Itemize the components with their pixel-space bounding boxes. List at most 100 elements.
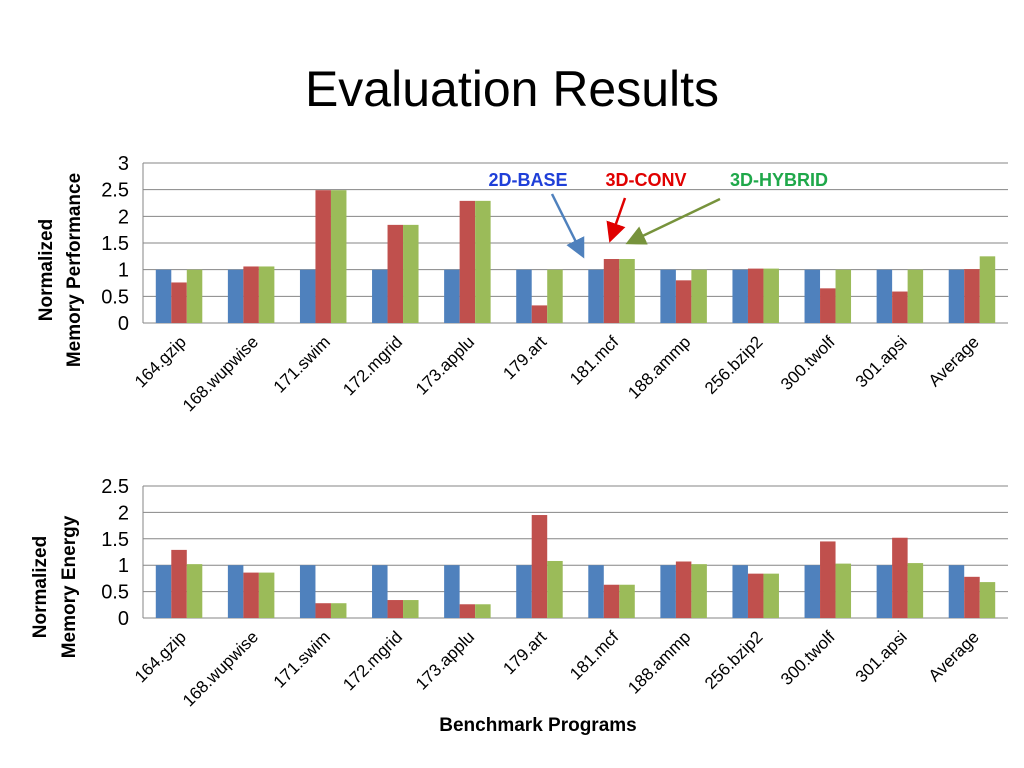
bar-3d-conv-181-mcf (603, 259, 620, 323)
bar-3d-hybrid-256-bzip2 (763, 573, 779, 618)
y-tick-label: 2.5 (101, 180, 129, 202)
bar-2d-base-300-twolf (804, 565, 821, 618)
x-category-label: 300.twolf (777, 332, 839, 394)
bar-3d-conv-173-applu (459, 604, 476, 618)
x-category-label: 188.ammp (624, 627, 694, 697)
bar-3d-hybrid-164-gzip (186, 269, 203, 323)
bar-3d-hybrid-172-mgrid (403, 224, 419, 323)
bar-3d-hybrid-181-mcf (619, 259, 635, 323)
y-tick-label: 2 (118, 502, 129, 524)
bar-3d-hybrid-188-ammp (691, 564, 707, 618)
bar-3d-hybrid-171-swim (330, 603, 347, 618)
bar-3d-conv-301-apsi (892, 291, 908, 323)
bar-3d-conv-300-twolf (820, 541, 836, 618)
bar-3d-conv-172-mgrid (387, 224, 404, 323)
bar-3d-conv-164-gzip (171, 282, 187, 323)
bar-2d-base-164-gzip (155, 269, 172, 323)
legend-label-3d-hybrid: 3D-HYBRID (730, 170, 828, 190)
bar-2d-base-172-mgrid (372, 269, 388, 323)
bar-3d-conv-256-bzip2 (747, 268, 764, 323)
x-category-label: 164.gzip (131, 627, 190, 686)
bar-3d-hybrid-168-wupwise (258, 572, 275, 618)
y-tick-label: 3 (118, 153, 129, 175)
bar-3d-hybrid-179-art (547, 269, 563, 323)
bar-3d-hybrid-301-apsi (907, 563, 924, 618)
bar-3d-hybrid-301-apsi (907, 269, 924, 323)
x-category-label: 164.gzip (131, 332, 190, 391)
bar-3d-conv-181-mcf (603, 584, 620, 618)
x-category-label: 181.mcf (566, 627, 622, 683)
x-category-label: 300.twolf (777, 627, 839, 689)
legend-arrow-2d-base (550, 193, 585, 259)
bar-3d-conv-168-wupwise (243, 572, 259, 618)
bar-3d-hybrid-164-gzip (186, 564, 203, 618)
y-axis-title: Normalized (30, 536, 51, 638)
bar-3d-conv-179-art (531, 515, 548, 618)
bar-2d-base-300-twolf (804, 269, 821, 323)
bar-2d-base-average (948, 565, 965, 618)
bar-3d-conv-164-gzip (171, 549, 187, 618)
slide-title: Evaluation Results (304, 61, 720, 117)
bar-2d-base-181-mcf (588, 565, 604, 618)
x-category-label: 168.wupwise (179, 627, 262, 710)
bar-3d-hybrid-300-twolf (835, 563, 852, 618)
bar-3d-hybrid-173-applu (475, 200, 491, 323)
x-category-label: 172.mgrid (339, 332, 406, 399)
y-tick-label: 0 (118, 313, 129, 335)
bar-3d-conv-188-ammp (675, 561, 692, 618)
bar-2d-base-173-applu (444, 565, 460, 618)
bar-3d-hybrid-179-art (547, 560, 563, 618)
bar-2d-base-168-wupwise (227, 269, 244, 323)
x-category-label: 173.applu (412, 332, 478, 398)
bar-2d-base-181-mcf (588, 269, 604, 323)
bar-3d-hybrid-168-wupwise (258, 266, 275, 323)
bar-2d-base-171-swim (299, 565, 316, 618)
bar-3d-conv-188-ammp (675, 280, 692, 323)
bar-3d-conv-300-twolf (820, 288, 836, 323)
x-category-label: 173.applu (412, 627, 478, 693)
bar-3d-hybrid-171-swim (330, 190, 347, 323)
y-tick-label: 2.5 (101, 476, 129, 498)
bar-2d-base-256-bzip2 (732, 565, 748, 618)
bar-2d-base-172-mgrid (372, 565, 388, 618)
x-axis-title: Benchmark Programs (439, 715, 636, 736)
bar-3d-hybrid-average (979, 582, 996, 618)
y-tick-label: 1.5 (101, 529, 129, 551)
bar-2d-base-188-ammp (660, 269, 676, 323)
x-category-label: 181.mcf (566, 332, 622, 388)
x-category-label: 179.art (499, 627, 550, 678)
bar-3d-hybrid-256-bzip2 (763, 268, 779, 323)
chart-legend: 2D-BASE 3D-CONV 3D-HYBRID (488, 170, 828, 259)
bar-2d-base-301-apsi (876, 565, 893, 618)
y-tick-label: 1 (118, 555, 129, 577)
bar-2d-base-171-swim (299, 269, 316, 323)
bar-3d-hybrid-172-mgrid (403, 600, 419, 618)
bar-3d-hybrid-173-applu (475, 604, 491, 618)
bar-2d-base-164-gzip (155, 565, 172, 618)
bar-2d-base-188-ammp (660, 565, 676, 618)
y-tick-label: 1.5 (101, 233, 129, 255)
bar-3d-conv-168-wupwise (243, 266, 259, 323)
bar-3d-conv-171-swim (315, 190, 331, 323)
y-tick-label: 0 (118, 608, 129, 630)
bar-2d-base-179-art (516, 269, 532, 323)
bar-3d-conv-256-bzip2 (747, 573, 764, 618)
y-axis-title: Normalized (36, 219, 57, 321)
bar-3d-conv-average (964, 269, 980, 323)
bar-3d-conv-average (964, 576, 980, 618)
x-category-label: 171.swim (270, 332, 334, 396)
bar-3d-conv-171-swim (315, 603, 331, 618)
bar-3d-hybrid-188-ammp (691, 269, 707, 323)
x-category-label: 172.mgrid (339, 627, 406, 694)
bar-3d-hybrid-181-mcf (619, 584, 635, 618)
bar-2d-base-256-bzip2 (732, 269, 748, 323)
bar-2d-base-173-applu (444, 269, 460, 323)
bar-3d-conv-173-applu (459, 200, 476, 323)
x-category-label: 301.apsi (852, 627, 911, 686)
x-category-label: 171.swim (270, 627, 334, 691)
x-category-label: Average (925, 627, 983, 685)
bar-3d-hybrid-300-twolf (835, 269, 852, 323)
